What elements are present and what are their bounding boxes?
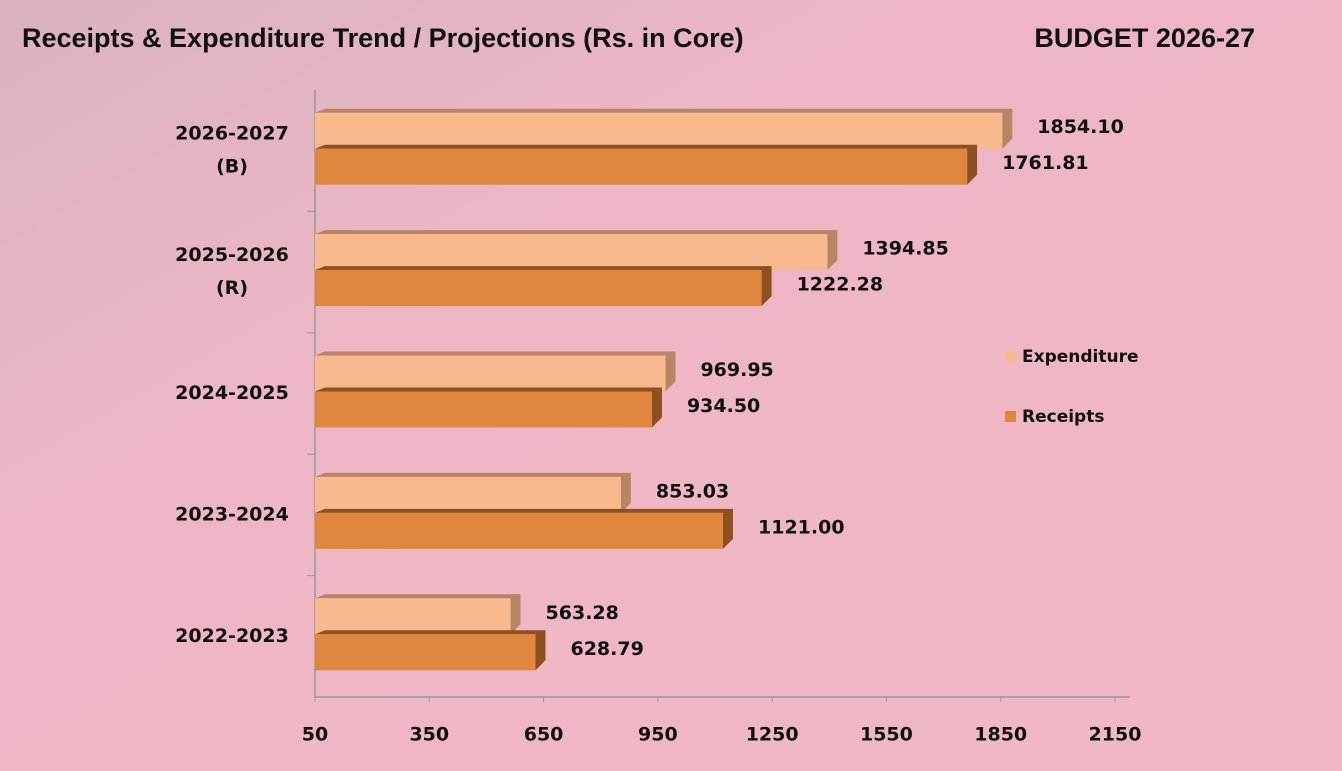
y-tick-label: 2026-2027 xyxy=(175,123,289,145)
bar xyxy=(315,476,621,513)
bar xyxy=(315,234,828,271)
value-label: 1394.85 xyxy=(862,238,949,260)
bar xyxy=(315,598,511,635)
value-label: 853.03 xyxy=(656,480,729,502)
bar xyxy=(315,634,536,671)
y-tick-label: (B) xyxy=(216,156,248,178)
value-label: 563.28 xyxy=(546,602,619,624)
y-tick-label: 2025-2026 xyxy=(175,244,289,266)
y-tick-label: 2024-2025 xyxy=(175,382,289,404)
bar xyxy=(315,355,666,392)
x-tick-label: 2150 xyxy=(1089,724,1142,746)
x-tick-label: 650 xyxy=(524,724,564,746)
y-tick-label: (R) xyxy=(216,277,248,299)
x-tick-label: 1850 xyxy=(974,724,1027,746)
legend-label: Expenditure xyxy=(1022,347,1139,367)
x-tick-label: 50 xyxy=(302,724,328,746)
y-tick-label: 2022-2023 xyxy=(175,625,289,647)
bar xyxy=(315,112,1003,149)
value-label: 1222.28 xyxy=(797,274,884,296)
chart-title: Receipts & Expenditure Trend / Projectio… xyxy=(22,23,744,53)
value-label: 628.79 xyxy=(570,638,643,660)
legend-swatch xyxy=(1005,351,1016,362)
x-tick-label: 950 xyxy=(638,724,678,746)
bar xyxy=(315,391,652,428)
legend-label: Receipts xyxy=(1022,407,1104,427)
bar xyxy=(315,270,762,307)
y-tick-label: 2023-2024 xyxy=(175,503,289,525)
value-label: 1761.81 xyxy=(1002,152,1089,174)
legend-swatch xyxy=(1005,411,1016,422)
value-label: 1854.10 xyxy=(1037,116,1124,138)
value-label: 969.95 xyxy=(700,359,773,381)
bar xyxy=(315,512,723,549)
value-label: 1121.00 xyxy=(758,516,845,538)
chart-subtitle: BUDGET 2026-27 xyxy=(1034,23,1255,53)
value-label: 934.50 xyxy=(687,395,760,417)
bar xyxy=(315,148,968,185)
x-tick-label: 350 xyxy=(409,724,449,746)
x-tick-label: 1250 xyxy=(746,724,799,746)
x-tick-label: 1550 xyxy=(860,724,913,746)
